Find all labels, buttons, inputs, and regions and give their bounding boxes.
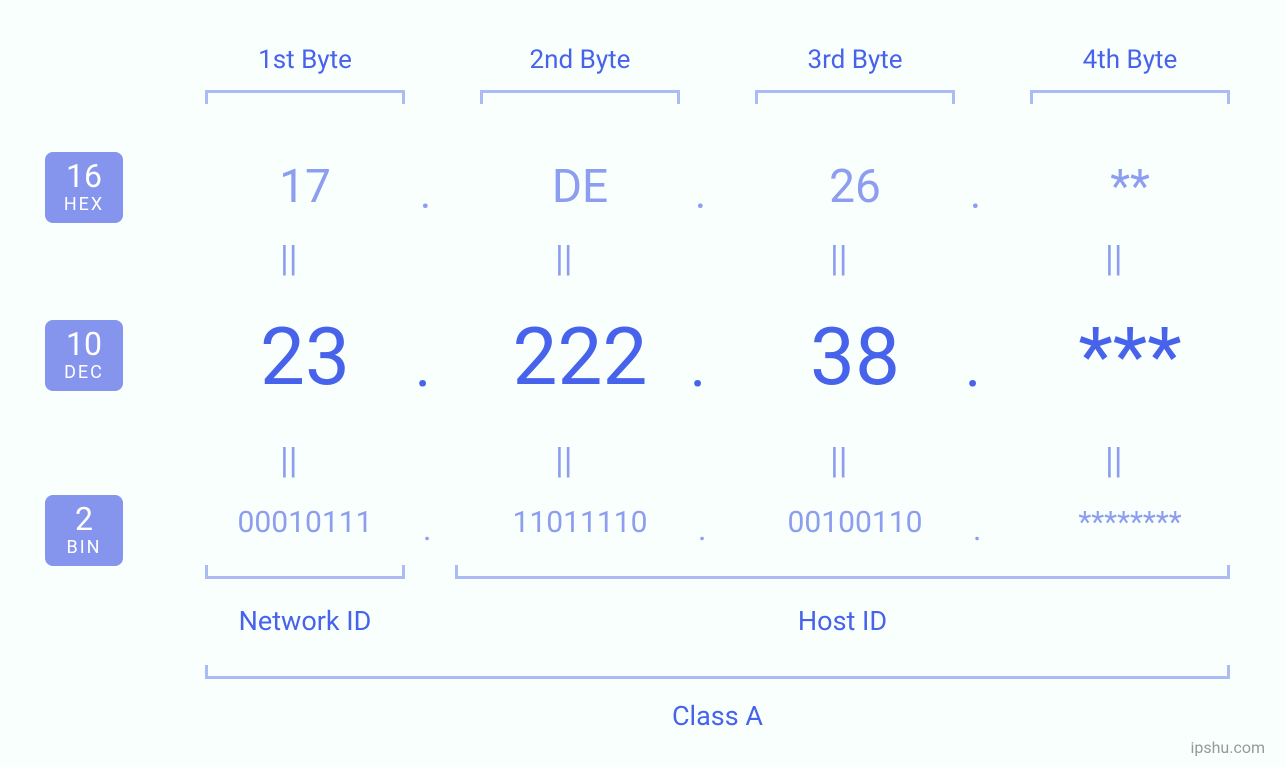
dec-dot-2: . [690,330,706,401]
bin-dot-3: . [973,510,981,548]
hex-dot-1: . [420,170,431,219]
hex-dot-2: . [695,170,706,219]
hex-byte-2: DE [480,160,680,214]
bracket-top-2 [480,90,680,104]
equals-2-3: || [830,440,848,482]
bracket-top-1 [205,90,405,104]
bracket-top-3 [755,90,955,104]
byte-header-2: 2nd Byte [480,45,680,75]
bracket-network-id [205,565,405,579]
byte-header-3: 3rd Byte [755,45,955,75]
byte-header-4: 4th Byte [1030,45,1230,75]
dec-badge: 10 DEC [45,320,123,391]
hex-base-label: HEX [45,194,123,215]
bracket-host-id [455,565,1230,579]
bin-byte-1: 00010111 [205,505,405,540]
equals-2-4: || [1105,440,1123,482]
hex-byte-3: 26 [755,160,955,214]
label-network-id: Network ID [205,605,405,637]
dec-base-label: DEC [45,362,123,383]
label-host-id: Host ID [455,605,1230,637]
bin-badge: 2 BIN [45,495,123,566]
equals-1-1: || [280,238,298,280]
bin-byte-2: 11011110 [480,505,680,540]
equals-2-2: || [555,440,573,482]
bin-dot-1: . [423,510,431,548]
dec-byte-1: 23 [205,310,405,404]
bin-byte-3: 00100110 [755,505,955,540]
equals-1-3: || [830,238,848,280]
byte-header-1: 1st Byte [205,45,405,75]
dec-dot-1: . [415,330,431,401]
dec-byte-3: 38 [755,310,955,404]
hex-dot-3: . [970,170,981,219]
equals-1-2: || [555,238,573,280]
dec-byte-4: *** [1030,310,1230,404]
bin-byte-4: ******** [1030,505,1230,540]
dec-dot-3: . [965,330,981,401]
dec-base-number: 10 [45,328,123,360]
watermark: ipshu.com [1190,738,1265,757]
ip-diagram: 1st Byte 2nd Byte 3rd Byte 4th Byte 16 H… [0,0,1285,767]
hex-byte-1: 17 [205,160,405,214]
bracket-class [205,665,1230,679]
equals-1-4: || [1105,238,1123,280]
hex-byte-4: ** [1030,160,1230,214]
bin-base-number: 2 [45,503,123,535]
dec-byte-2: 222 [480,310,680,404]
hex-badge: 16 HEX [45,152,123,223]
hex-base-number: 16 [45,160,123,192]
equals-2-1: || [280,440,298,482]
bin-base-label: BIN [45,537,123,558]
bin-dot-2: . [698,510,706,548]
label-class: Class A [205,700,1230,732]
bracket-top-4 [1030,90,1230,104]
